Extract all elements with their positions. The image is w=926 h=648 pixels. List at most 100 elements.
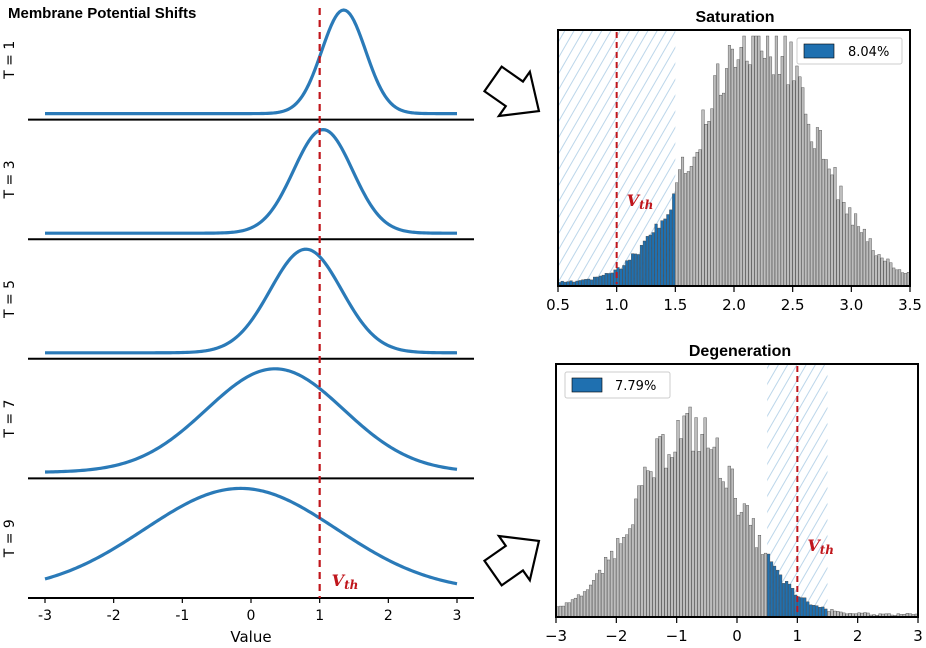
x-tick-label: -2 bbox=[107, 608, 121, 624]
degeneration-vth-main: V bbox=[807, 536, 821, 555]
histogram-bar bbox=[827, 168, 831, 287]
left-panel: T = 3 bbox=[2, 127, 474, 241]
histogram-bar bbox=[643, 466, 647, 618]
saturation-legend-label: 8.04% bbox=[848, 45, 889, 60]
histogram-bar bbox=[815, 605, 819, 618]
histogram-bar bbox=[801, 87, 805, 287]
histogram-bar bbox=[903, 273, 907, 287]
histogram-bar bbox=[821, 158, 825, 287]
histogram-bar bbox=[786, 84, 790, 287]
histogram-bar bbox=[818, 607, 822, 618]
left-x-axis: -3 -2 -1 0 1 2 3 bbox=[38, 598, 461, 624]
histogram-bar bbox=[619, 268, 623, 287]
histogram-bar bbox=[792, 80, 796, 287]
histogram-bar bbox=[700, 434, 704, 618]
degeneration-legend-label: 7.79% bbox=[615, 379, 656, 394]
histogram-bar bbox=[639, 244, 643, 287]
histogram-bar bbox=[631, 253, 635, 287]
histogram-bar bbox=[698, 149, 702, 287]
x-tick-label: 1 bbox=[793, 627, 803, 645]
histogram-bar bbox=[610, 272, 614, 287]
histogram-bar bbox=[779, 574, 783, 618]
saturation-legend: 8.04% bbox=[796, 37, 903, 65]
histogram-bar bbox=[763, 57, 767, 287]
histogram-bar bbox=[730, 48, 734, 287]
histogram-bar bbox=[573, 597, 578, 618]
histogram-bar bbox=[760, 554, 765, 618]
histogram-bar bbox=[660, 220, 664, 287]
histogram-bar bbox=[810, 141, 814, 287]
x-tick-label: -1 bbox=[175, 608, 189, 624]
histogram-bar bbox=[682, 415, 686, 618]
histogram-bar bbox=[877, 254, 881, 287]
histogram-bar bbox=[558, 605, 562, 618]
histogram-bar bbox=[754, 35, 758, 287]
histogram-bar bbox=[692, 156, 696, 287]
left-panel: T = 5 bbox=[2, 247, 474, 360]
x-tick-label: 0.5 bbox=[546, 296, 570, 314]
histogram-bar bbox=[780, 56, 784, 287]
histogram-bar bbox=[892, 267, 896, 287]
histogram-bar bbox=[704, 124, 708, 287]
histogram-bar bbox=[645, 236, 649, 287]
panel-label: T = 5 bbox=[2, 280, 18, 319]
histogram-bar bbox=[598, 569, 602, 618]
histogram-bar bbox=[657, 227, 661, 287]
histogram-bar bbox=[788, 583, 792, 618]
histogram-bar bbox=[848, 207, 852, 287]
histogram-bar bbox=[584, 279, 588, 287]
x-tick-label: 2.0 bbox=[722, 296, 746, 314]
histogram-bar bbox=[709, 449, 713, 618]
x-tick-label: 0 bbox=[732, 627, 742, 645]
saturation-legend-swatch bbox=[803, 43, 835, 59]
left-vth-sub: th bbox=[344, 578, 358, 592]
histogram-bar bbox=[683, 173, 687, 287]
left-vth-label: Vth bbox=[332, 571, 359, 592]
histogram-bar bbox=[821, 606, 825, 618]
histogram-bar bbox=[725, 68, 729, 287]
histogram-bar bbox=[686, 171, 690, 287]
histogram-bar bbox=[898, 269, 902, 287]
histogram-bar bbox=[751, 518, 755, 618]
histogram-bar bbox=[798, 76, 802, 287]
histogram-bar bbox=[783, 35, 787, 287]
histogram-bar bbox=[716, 63, 720, 287]
histogram-bar bbox=[809, 604, 813, 618]
histogram-bar bbox=[795, 65, 799, 287]
histogram-bar bbox=[587, 278, 591, 287]
saturation-x-axis: 0.5 1.0 1.5 2.0 2.5 3.0 3.5 bbox=[546, 286, 922, 314]
x-tick-label: −3 bbox=[545, 627, 567, 645]
histogram-bar bbox=[868, 238, 872, 287]
histogram-bar bbox=[695, 151, 699, 287]
histogram-bar bbox=[757, 535, 762, 618]
histogram-bar bbox=[769, 56, 773, 287]
histogram-bar bbox=[815, 127, 819, 287]
histogram-bar bbox=[886, 258, 890, 287]
histogram-bar bbox=[754, 547, 759, 618]
histogram-bar bbox=[619, 543, 623, 618]
histogram-bar bbox=[880, 257, 884, 287]
histogram-bar bbox=[857, 226, 861, 287]
histogram-bar bbox=[736, 514, 740, 618]
histogram-bar bbox=[688, 406, 692, 618]
left-vth-main: V bbox=[332, 571, 346, 590]
x-tick-label: 2 bbox=[853, 627, 863, 645]
histogram-bar bbox=[654, 223, 658, 287]
degeneration-x-axis: −3 −2 −1 0 1 2 3 bbox=[545, 617, 923, 645]
histogram-bar bbox=[854, 213, 858, 287]
histogram-bar bbox=[874, 255, 878, 287]
histogram-bar bbox=[607, 559, 611, 618]
histogram-bar bbox=[676, 420, 680, 618]
histogram-bar bbox=[766, 35, 770, 287]
histogram-bar bbox=[651, 232, 655, 287]
histogram-bar bbox=[748, 524, 752, 618]
histogram-bar bbox=[777, 74, 781, 287]
histogram-bar bbox=[631, 524, 635, 618]
histogram-bar bbox=[830, 174, 834, 287]
saturation-vth-label: Vth bbox=[627, 191, 654, 212]
histogram-bar bbox=[625, 260, 629, 287]
x-tick-label: -3 bbox=[38, 608, 52, 624]
histogram-bar bbox=[862, 228, 866, 287]
histogram-bar bbox=[839, 185, 843, 287]
histogram-bar bbox=[871, 250, 875, 287]
